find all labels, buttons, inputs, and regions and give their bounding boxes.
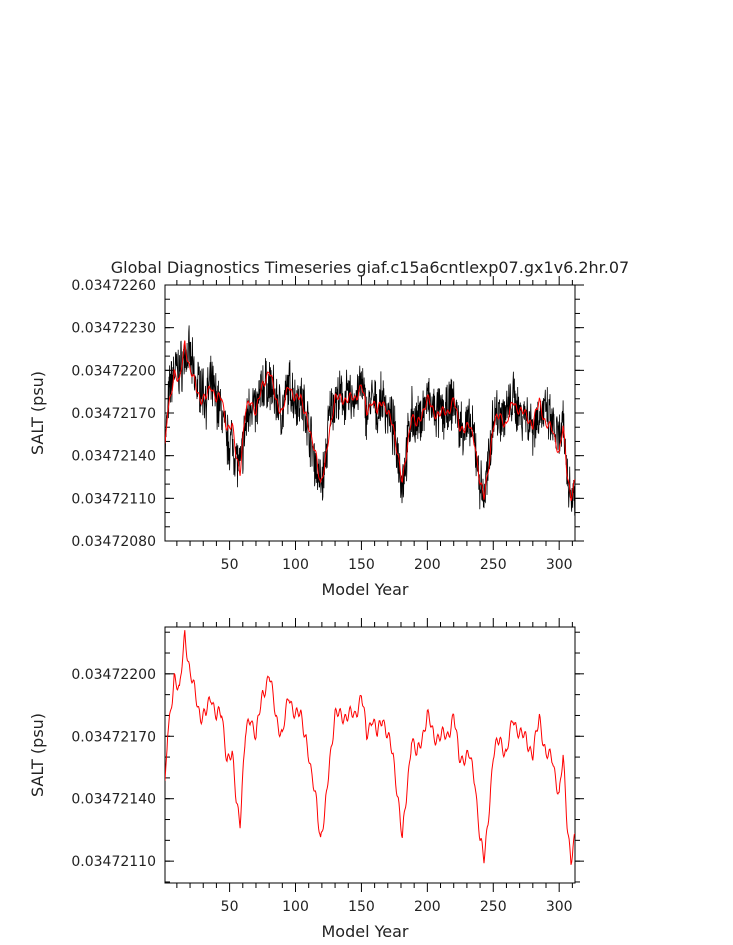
y-axis-label: SALT (psu) xyxy=(28,713,47,797)
y-tick-label: 0.03472230 xyxy=(71,321,156,337)
smoothed-series-line xyxy=(165,630,575,865)
top-panel: 0.03472080 0.03472110 0.03472140 0.03472170… xyxy=(28,276,584,599)
y-tick-label: 0.03472170 xyxy=(71,729,156,745)
y-tick-label: 0.03472200 xyxy=(71,363,156,379)
y-tick-label: 0.03472260 xyxy=(71,278,156,294)
raw-series-line xyxy=(165,325,575,516)
x-tick-label: 100 xyxy=(282,899,309,915)
smoothed-series-line xyxy=(165,340,575,501)
x-tick-label: 250 xyxy=(480,557,507,573)
plot-frame xyxy=(164,626,576,884)
x-tick-label: 300 xyxy=(546,557,573,573)
y-tick-label: 0.03472110 xyxy=(71,491,156,507)
y-tick-label: 0.03472170 xyxy=(71,406,156,422)
x-tick-label: 50 xyxy=(221,557,239,573)
y-axis-label: SALT (psu) xyxy=(28,371,47,455)
y-tick-label: 0.03472110 xyxy=(71,854,156,870)
y-tick-label: 0.03472140 xyxy=(71,449,156,465)
x-axis-label: Model Year xyxy=(322,922,409,941)
bottom-panel: 0.03472110 0.03472140 0.03472170 0.03472200… xyxy=(28,618,584,941)
x-tick-label: 150 xyxy=(348,899,375,915)
y-tick-label: 0.03472200 xyxy=(71,667,156,683)
x-tick-label: 250 xyxy=(480,899,507,915)
x-tick-label: 200 xyxy=(414,557,441,573)
x-tick-label: 200 xyxy=(414,899,441,915)
x-tick-label: 300 xyxy=(546,899,573,915)
x-axis-label: Model Year xyxy=(322,580,409,599)
x-tick-label: 150 xyxy=(348,557,375,573)
x-tick-label: 50 xyxy=(221,899,239,915)
chart-title: Global Diagnostics Timeseries giaf.c15a6… xyxy=(111,258,629,277)
x-tick-label: 100 xyxy=(282,557,309,573)
y-tick-label: 0.03472140 xyxy=(71,792,156,808)
y-tick-label: 0.03472080 xyxy=(71,534,156,550)
